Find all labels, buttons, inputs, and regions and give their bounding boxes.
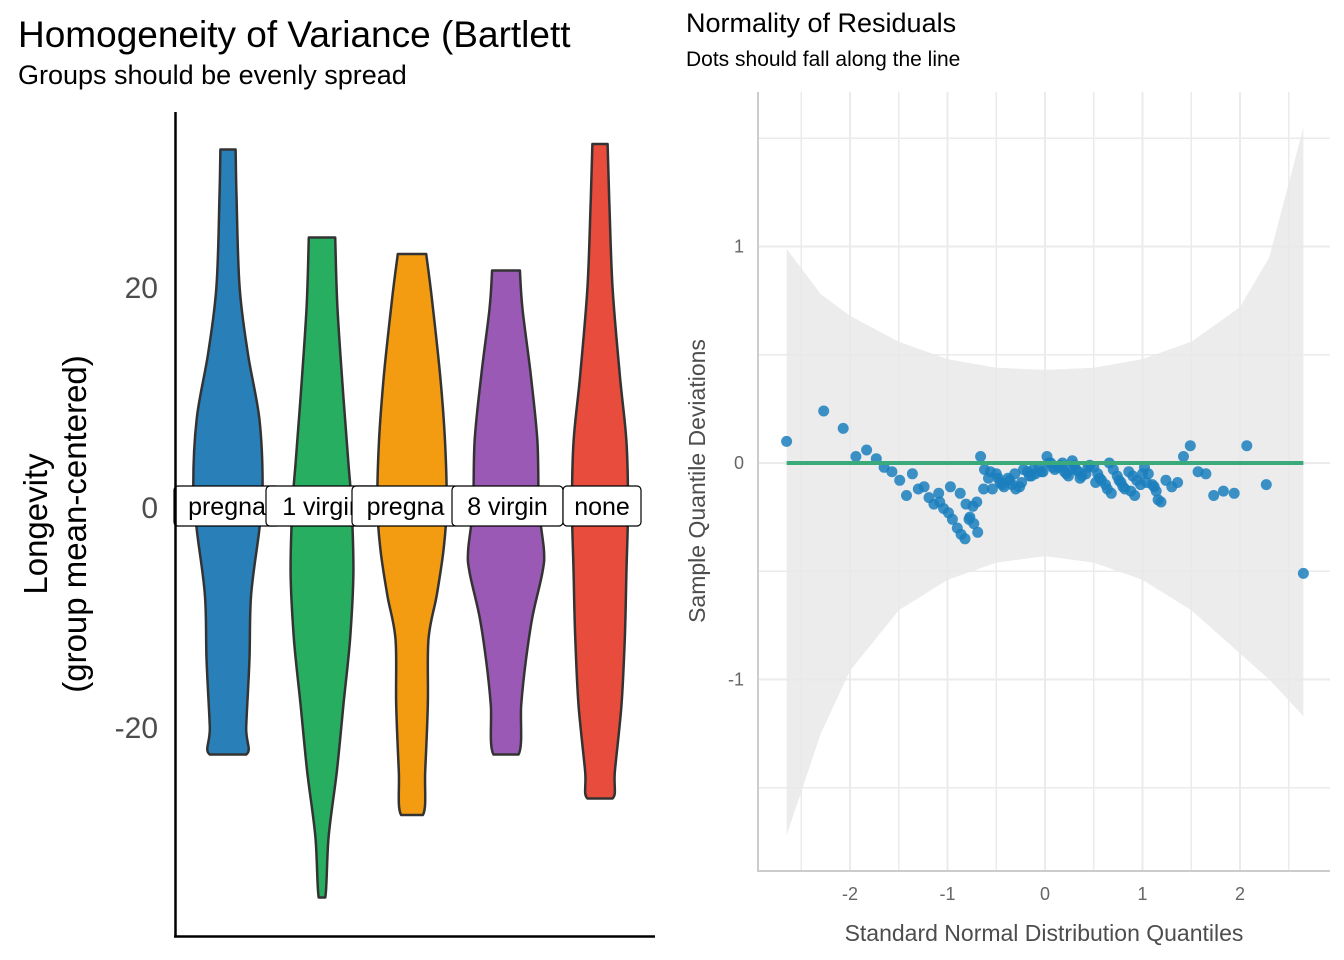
qq-point bbox=[971, 496, 983, 508]
left-y-axis-label-secondary: (group mean-centered) bbox=[56, 355, 93, 693]
left-y-tick-layer: 20 0 -20 bbox=[115, 272, 158, 745]
violin-3 bbox=[376, 252, 448, 817]
left-y-tick-label: 0 bbox=[141, 492, 158, 525]
qq-point bbox=[1172, 477, 1184, 488]
right-chart-title: Normality of Residuals bbox=[686, 8, 957, 39]
qq-y-axis-label: Sample Quantile Deviations bbox=[684, 339, 710, 623]
qq-point bbox=[781, 435, 793, 447]
qq-point bbox=[1200, 468, 1212, 480]
qq-point bbox=[1241, 440, 1253, 452]
qq-point bbox=[1016, 477, 1028, 488]
qq-x-tick-layer: -2 -1 0 1 2 bbox=[842, 884, 1245, 904]
qq-point bbox=[850, 451, 862, 462]
qq-point bbox=[934, 496, 946, 508]
qq-point bbox=[984, 466, 996, 478]
qq-point bbox=[1217, 485, 1229, 497]
qq-y-tick-label: 0 bbox=[734, 453, 744, 473]
qq-x-axis-label: Standard Normal Distribution Quantiles bbox=[845, 920, 1244, 946]
qq-point bbox=[886, 466, 898, 478]
group-label: 8 virgin bbox=[467, 493, 548, 521]
qq-y-tick-layer: 1 0 -1 bbox=[728, 237, 744, 690]
confidence-band bbox=[786, 127, 1304, 836]
qq-point bbox=[1297, 567, 1309, 579]
group-label: pregna bbox=[188, 493, 266, 521]
qq-point bbox=[1152, 494, 1164, 506]
qq-x-tick-label: -1 bbox=[939, 884, 955, 904]
qq-point bbox=[1094, 472, 1106, 484]
qq-point bbox=[1228, 487, 1240, 499]
qq-y-tick-label: 1 bbox=[734, 237, 744, 257]
qq-point bbox=[1009, 468, 1021, 480]
group-label: 1 virgin bbox=[282, 493, 363, 521]
qq-point bbox=[894, 474, 906, 486]
qq-point bbox=[861, 444, 873, 456]
qq-point bbox=[818, 405, 830, 417]
violin-1 bbox=[192, 148, 264, 756]
qq-point bbox=[968, 518, 980, 530]
qq-point bbox=[918, 481, 930, 493]
qq-point bbox=[1070, 464, 1082, 475]
qq-point bbox=[959, 533, 971, 545]
qq-point bbox=[986, 483, 998, 495]
left-y-tick-label: 20 bbox=[125, 272, 158, 305]
qq-point bbox=[960, 498, 972, 510]
qq-y-tick-label: -1 bbox=[728, 670, 744, 690]
qq-point bbox=[933, 487, 945, 499]
group-label-layer: pregna 1 virgin pregna 8 virgin none bbox=[173, 485, 642, 527]
violin-5 bbox=[570, 142, 630, 800]
qq-point bbox=[1062, 470, 1074, 482]
qq-point bbox=[944, 481, 956, 493]
qq-x-tick-label: 0 bbox=[1040, 884, 1050, 904]
qq-x-tick-label: 1 bbox=[1137, 884, 1147, 904]
qq-point bbox=[1260, 479, 1272, 491]
qq-point bbox=[954, 487, 966, 499]
left-chart-subtitle: Groups should be evenly spread bbox=[18, 60, 407, 90]
group-label: pregna bbox=[367, 493, 445, 521]
violin-chart: pregna 1 virgin pregna 8 virgin none 200-20 … bbox=[17, 112, 655, 938]
qq-point bbox=[1148, 481, 1160, 493]
qq-x-tick-label: -2 bbox=[842, 884, 858, 904]
qq-point bbox=[1035, 466, 1047, 478]
left-y-tick-label: -20 bbox=[115, 712, 158, 745]
qq-point bbox=[1208, 490, 1220, 501]
group-label: none bbox=[574, 493, 630, 521]
qq-point bbox=[972, 526, 984, 538]
qq-point bbox=[975, 451, 987, 462]
group-label-box bbox=[562, 485, 642, 527]
violin-2 bbox=[289, 236, 355, 899]
qq-point bbox=[1178, 451, 1189, 462]
qq-point bbox=[978, 483, 990, 495]
left-chart-title: Homogeneity of Variance (Bartlett bbox=[18, 14, 571, 55]
qq-point bbox=[906, 468, 918, 480]
qq-point bbox=[901, 490, 912, 501]
qq-point bbox=[1184, 440, 1196, 452]
qq-point bbox=[946, 513, 958, 525]
qq-point bbox=[1129, 490, 1141, 501]
qq-x-tick-label: 2 bbox=[1235, 884, 1245, 904]
right-chart-subtitle: Dots should fall along the line bbox=[686, 48, 961, 71]
left-y-axis-label: Longevity bbox=[17, 453, 54, 595]
qq-point bbox=[837, 422, 849, 434]
qq-point bbox=[1105, 487, 1117, 499]
qq-point bbox=[1074, 472, 1086, 484]
qq-point bbox=[1137, 468, 1148, 480]
